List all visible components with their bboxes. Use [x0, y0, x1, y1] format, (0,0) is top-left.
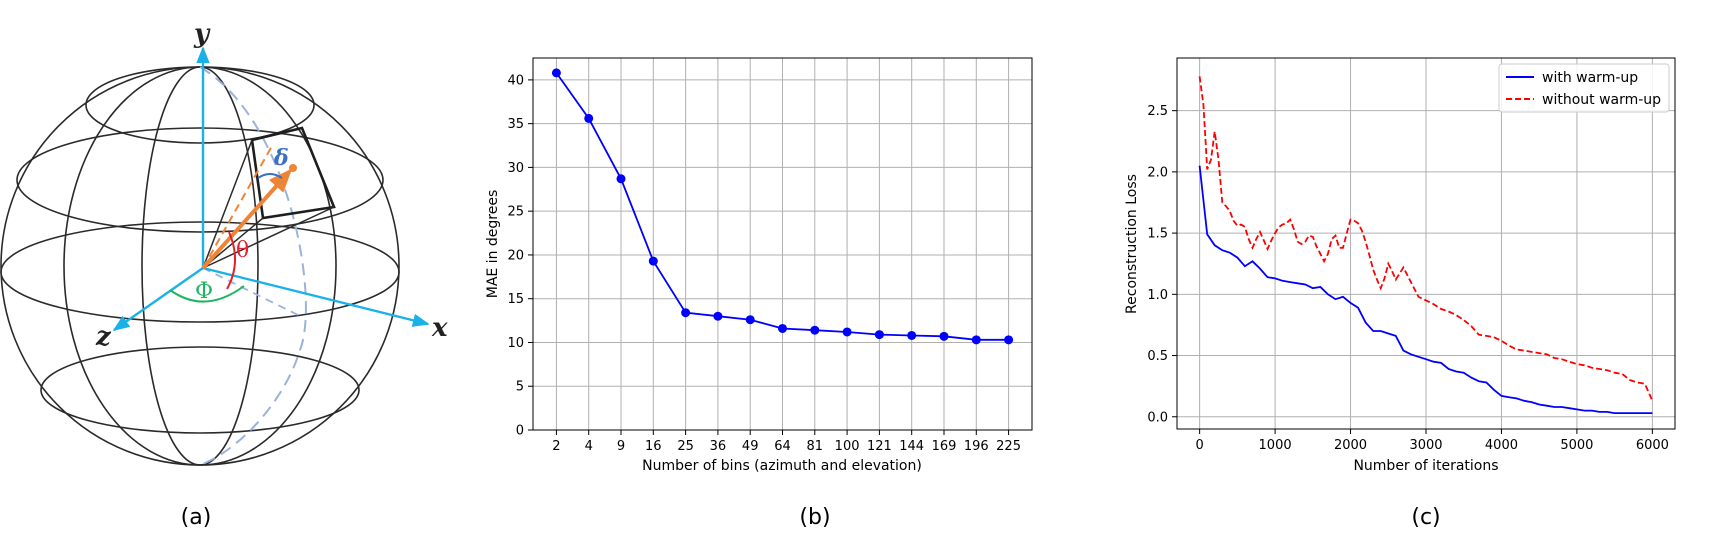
chart-b-ticks: 2 4 9 16 25 36 49 64 81 100 121 144 169 196 2250510152…	[507, 73, 1021, 454]
chart-b-grid	[533, 58, 1032, 431]
caption-a: (a)	[181, 505, 212, 530]
projection-dashed-line	[202, 267, 299, 316]
x-axis-label: x	[431, 313, 448, 343]
chart-c-ytick-label: 0.5	[1147, 349, 1168, 364]
z-axis-label: z	[95, 322, 112, 352]
chart-b-ytick-label: 0	[516, 424, 524, 439]
chart-b-data-point	[1004, 335, 1014, 345]
chart-b-data-point	[810, 325, 820, 335]
chart-c-series	[1198, 76, 1654, 415]
chart-c-xtick-label: 4000	[1485, 438, 1518, 453]
chart-b-xtick-label: 225	[996, 439, 1021, 454]
chart-b-data-point	[584, 113, 594, 123]
chart-b-xtick-label: 100	[835, 439, 860, 454]
chart-c-ticks: 0 1000 2000 3000 4000 5000 6000 0.0 0.5 1.0 1.5 2.0…	[1147, 104, 1669, 453]
chart-b-xtick-label: 16	[645, 439, 662, 454]
latitude-ring-equator	[0, 221, 400, 323]
chart-b-data-point	[874, 330, 884, 340]
latitude-ring-upper	[16, 127, 384, 233]
chart-c-xtick-label: 3000	[1409, 438, 1442, 453]
chart-mae-vs-bins: 2 4 9 16 25 36 49 64 81 100 121 144 169 196 2250510152…	[485, 57, 1033, 474]
chart-c-ytick-label: 0.0	[1147, 410, 1168, 425]
legend-box	[1498, 63, 1670, 113]
chart-b-data-point	[745, 315, 755, 325]
caption-c: (c)	[1411, 505, 1440, 530]
chart-b-data-point	[713, 311, 723, 321]
chart-b-ytick-label: 40	[507, 73, 524, 88]
meridian-inner	[141, 66, 259, 466]
chart-c-xtick-label: 0	[1195, 438, 1203, 453]
chart-b-data-point	[971, 335, 981, 345]
chart-b-ytick-label: 25	[507, 205, 524, 220]
chart-b-series	[551, 68, 1014, 345]
chart-b-xtick-label: 4	[585, 439, 593, 454]
vector-tip-point	[289, 164, 297, 172]
chart-c-xtick-label: 5000	[1560, 438, 1593, 453]
chart-c-ytick-label: 2.0	[1147, 165, 1168, 180]
chart-c-ytick-label: 1.5	[1147, 227, 1168, 242]
chart-c-ylabel: Reconstruction Loss	[1124, 174, 1140, 314]
chart-b-data-point	[616, 174, 626, 184]
sphere-outline	[0, 66, 400, 466]
delta-arc	[257, 173, 283, 179]
chart-b-data-point	[648, 256, 658, 266]
theta-label: θ	[236, 238, 249, 263]
chart-b-xtick-label: 2	[552, 439, 560, 454]
dashed-vector	[202, 145, 273, 269]
phi-label: Φ	[195, 279, 213, 304]
phi-arc	[169, 285, 245, 303]
latitude-ring-lower	[40, 346, 360, 434]
legend-label-with-warm-up: with warm-up	[1542, 70, 1638, 86]
chart-b-data-point	[842, 327, 852, 337]
chart-c-series-line-with-warm-up	[1198, 165, 1653, 415]
chart-b-xtick-label: 9	[617, 439, 625, 454]
chart-c-ytick-label: 2.5	[1147, 104, 1168, 119]
chart-b-data-point	[939, 331, 949, 341]
chart-b-xtick-label: 81	[807, 439, 824, 454]
chart-b-xtick-label: 169	[932, 439, 957, 454]
chart-b-ytick-label: 35	[507, 117, 524, 132]
chart-b-xtick-label: 121	[867, 439, 892, 454]
chart-b-ytick-label: 20	[507, 248, 524, 263]
chart-b-xtick-label: 25	[677, 439, 694, 454]
chart-b-ylabel: MAE in degrees	[485, 190, 501, 299]
chart-b-ytick-label: 30	[507, 161, 524, 176]
chart-c-xtick-label: 6000	[1636, 438, 1669, 453]
chart-b-ytick-label: 5	[516, 380, 524, 395]
z-axis	[112, 267, 204, 331]
chart-c-grid	[1177, 58, 1675, 429]
delta-label: δ	[273, 145, 289, 171]
chart-loss-vs-iterations: 0 1000 2000 3000 4000 5000 6000 0.0 0.5 1.0 1.5 2.0…	[1124, 57, 1676, 474]
y-axis-label: y	[193, 19, 211, 49]
caption-b: (b)	[799, 505, 830, 530]
chart-b-xtick-label: 49	[742, 439, 759, 454]
chart-b-data-point	[681, 308, 691, 318]
chart-c-legend: with warm-up without warm-up	[1498, 63, 1670, 113]
chart-c-xtick-label: 1000	[1259, 438, 1292, 453]
sphere-diagram: y x z θ Φ δ	[0, 19, 448, 466]
chart-b-ytick-label: 10	[507, 336, 524, 351]
theta-arc	[226, 231, 236, 290]
x-axis	[202, 266, 430, 327]
chart-c-xtick-label: 2000	[1334, 438, 1367, 453]
chart-c-xlabel: Number of iterations	[1353, 458, 1498, 474]
chart-b-data-point	[778, 323, 787, 333]
chart-b-xtick-label: 144	[899, 439, 924, 454]
chart-c-ytick-label: 1.0	[1147, 288, 1168, 303]
chart-b-xlabel: Number of bins (azimuth and elevation)	[642, 458, 922, 474]
legend-label-without-warm-up: without warm-up	[1542, 92, 1661, 108]
chart-b-data-point	[551, 68, 561, 78]
direction-vector	[201, 168, 293, 270]
chart-b-xtick-label: 196	[964, 439, 989, 454]
chart-b-data-point	[907, 330, 917, 340]
chart-b-xtick-label: 64	[774, 439, 791, 454]
chart-b-xtick-label: 36	[710, 439, 727, 454]
dashed-meridian	[199, 66, 307, 466]
chart-b-ytick-label: 15	[507, 292, 524, 307]
